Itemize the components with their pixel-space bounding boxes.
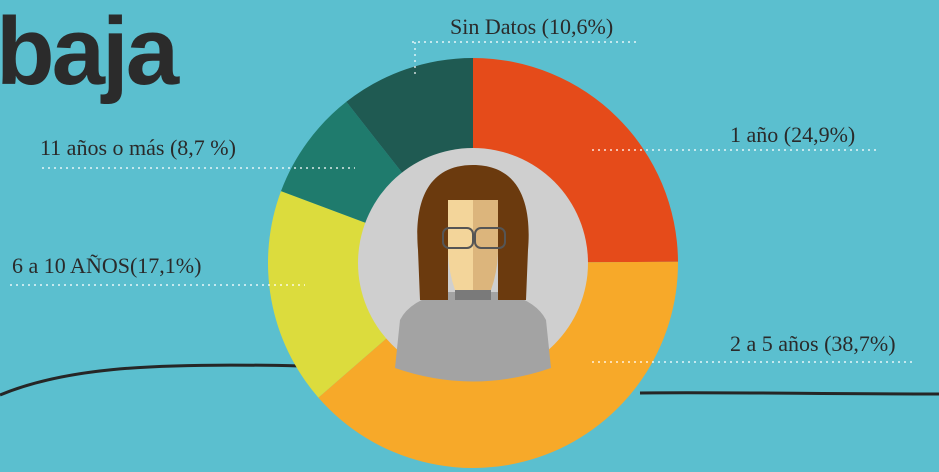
slice-label: 2 a 5 años (38,7%) [730, 331, 896, 356]
chart-title: baja [0, 0, 180, 105]
decor-line [640, 393, 939, 394]
chart: baja 1 año (24,9%) 2 a 5 años (38,7%) 6 a … [0, 0, 939, 472]
slice-label: 11 años o más (8,7 %) [40, 135, 236, 160]
slice-label: Sin Datos (10,6%) [450, 14, 613, 39]
slice-label: 6 a 10 AÑOS(17,1%) [12, 253, 201, 278]
slice-label: 1 año (24,9%) [730, 122, 855, 147]
